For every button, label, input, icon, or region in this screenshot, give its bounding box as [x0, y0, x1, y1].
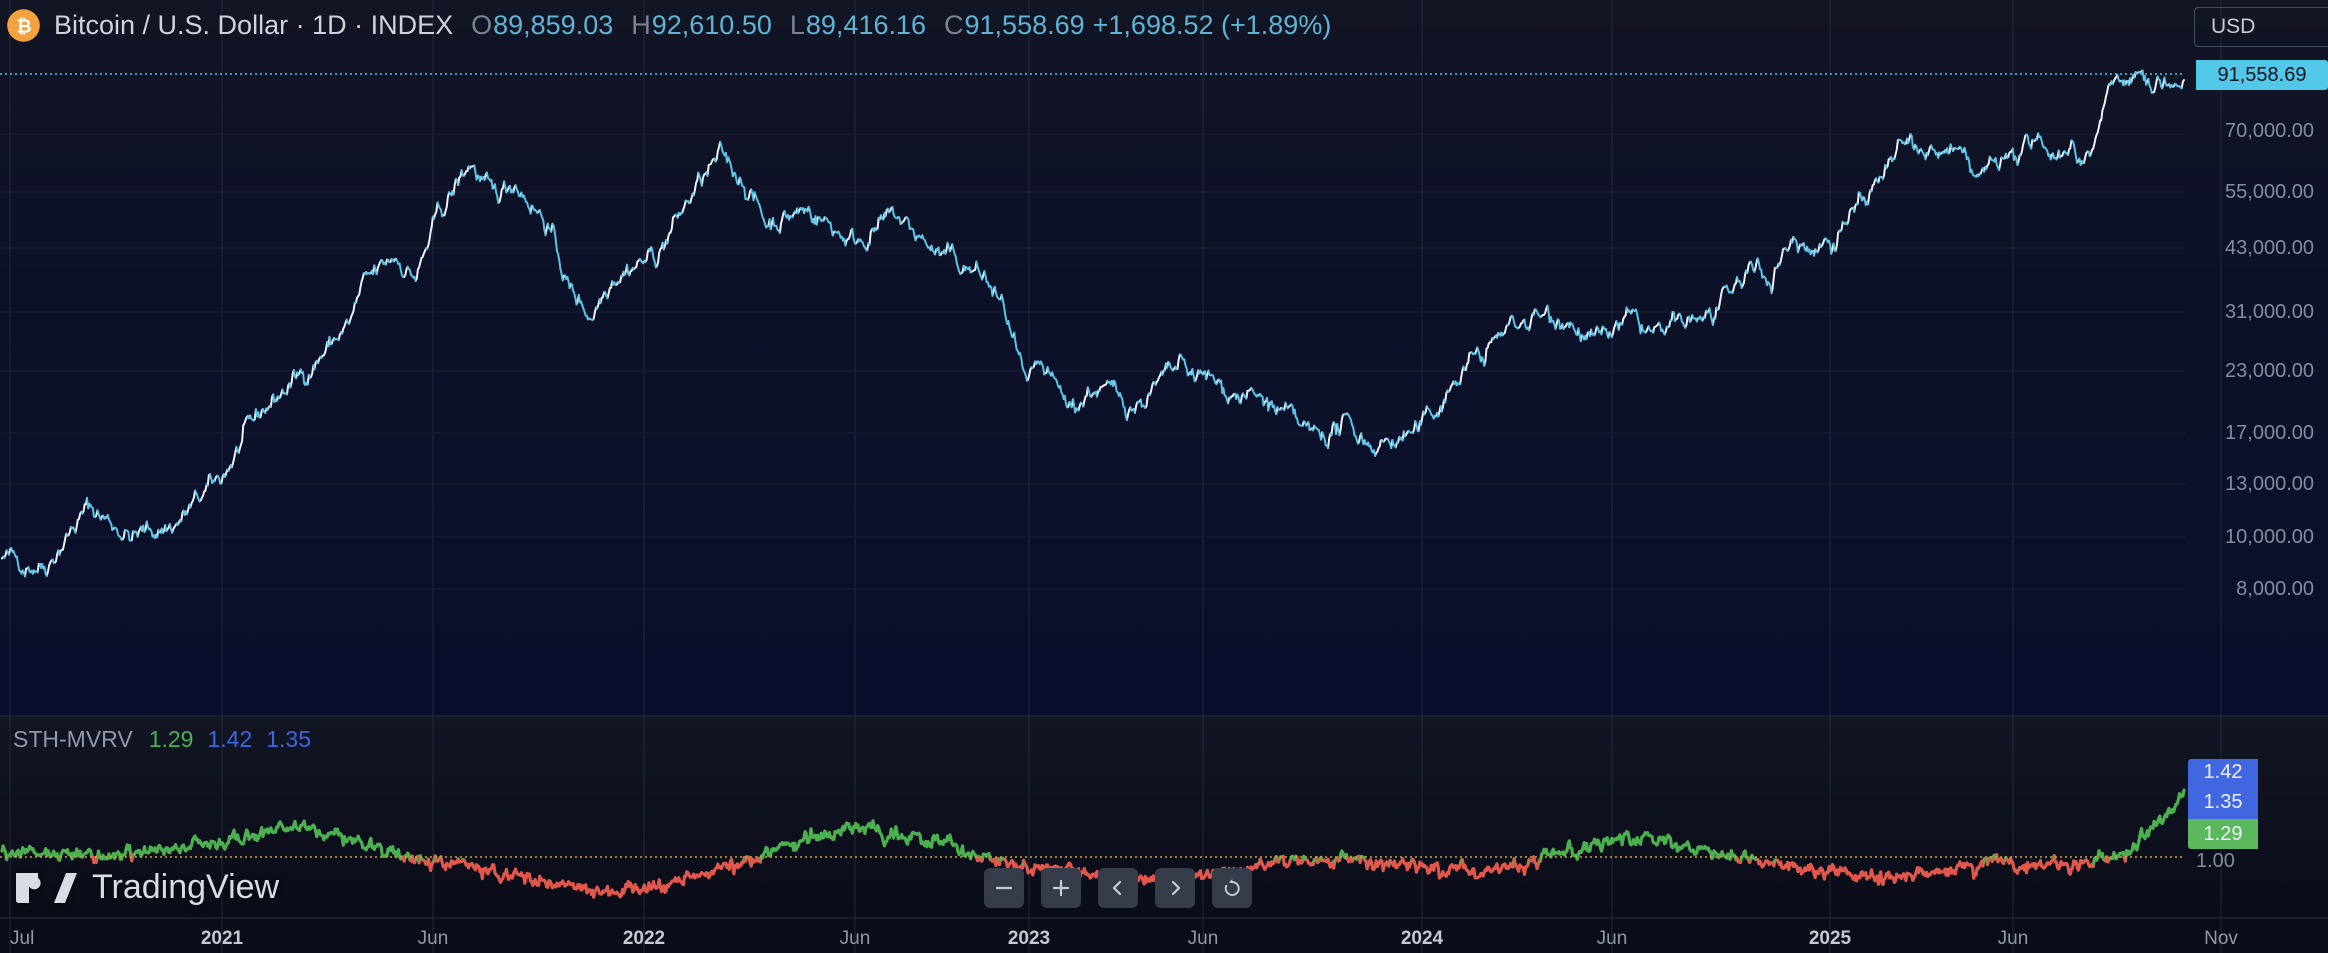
svg-text:₿: ₿ — [16, 15, 31, 36]
